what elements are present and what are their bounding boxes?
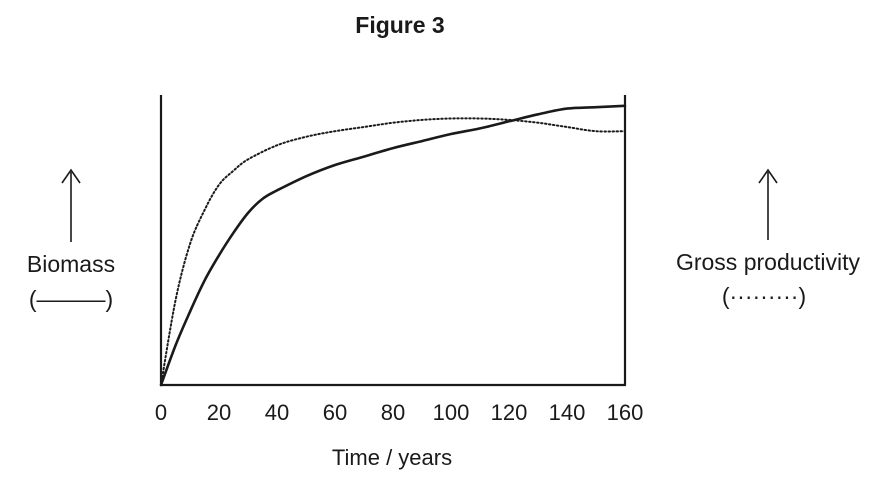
x-tick-labels: 0 20 40 60 80 100 120 140 160 [155, 400, 643, 425]
biomass-legend-key: (———) [29, 286, 113, 312]
x-axis-title: Time / years [332, 445, 452, 470]
x-tick-label-20: 20 [207, 400, 231, 425]
biomass-axis-label: Biomass [27, 251, 115, 277]
series-layer [159, 104, 627, 387]
x-tick-label-40: 40 [265, 400, 289, 425]
x-tick-label-100: 100 [433, 400, 470, 425]
x-tick-label-0: 0 [155, 400, 167, 425]
biomass-label-group: Biomass (———) [27, 168, 115, 312]
x-tick-label-140: 140 [549, 400, 586, 425]
biomass-line [159, 104, 627, 387]
gross-productivity-label-group: Gross productivity (·········) [676, 168, 861, 309]
figure-title: Figure 3 [355, 12, 444, 38]
x-tick-label-80: 80 [381, 400, 405, 425]
gross-productivity-legend-key: (·········) [722, 283, 806, 309]
gross-productivity-axis-label: Gross productivity [676, 249, 861, 275]
productivity-arrow-head-icon [758, 168, 778, 184]
gross-productivity-line [160, 117, 626, 386]
x-tick-label-160: 160 [607, 400, 644, 425]
biomass-arrow-head-icon [61, 168, 81, 184]
x-tick-label-120: 120 [491, 400, 528, 425]
x-tick-label-60: 60 [323, 400, 347, 425]
